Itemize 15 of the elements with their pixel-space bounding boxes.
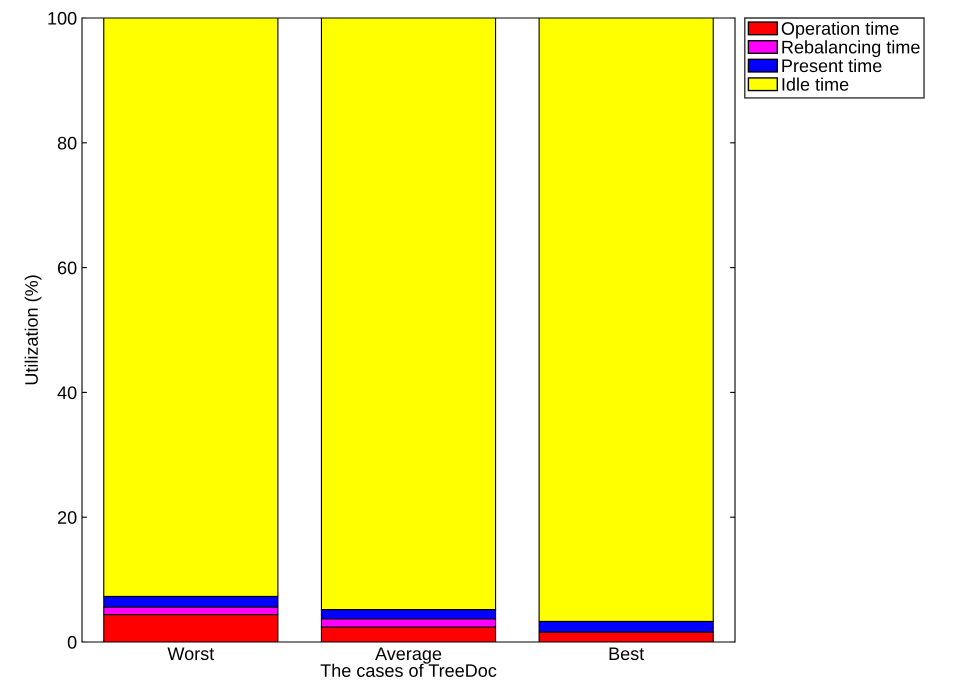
legend-label: Present time xyxy=(782,58,882,72)
x-tick-label: Best xyxy=(610,648,644,660)
x-tick-label: Worst xyxy=(168,648,214,660)
y-tick-label: 60 xyxy=(58,262,76,274)
x-tick-label: Average xyxy=(375,648,442,664)
y-tick-label: 20 xyxy=(58,511,76,524)
y-tick-label: 40 xyxy=(57,386,76,400)
y-tick-label: 100 xyxy=(48,12,76,25)
legend-label: Rebalancing time xyxy=(782,40,920,58)
y-axis-title: Utilization (%) xyxy=(24,275,42,384)
y-tick-label: 0 xyxy=(68,636,76,649)
x-axis-title: The cases of TreeDoc xyxy=(320,664,496,677)
y-tick-label: 80 xyxy=(58,136,76,150)
legend-label: Operation time xyxy=(782,22,899,38)
legend-label: Idle time xyxy=(782,78,848,91)
